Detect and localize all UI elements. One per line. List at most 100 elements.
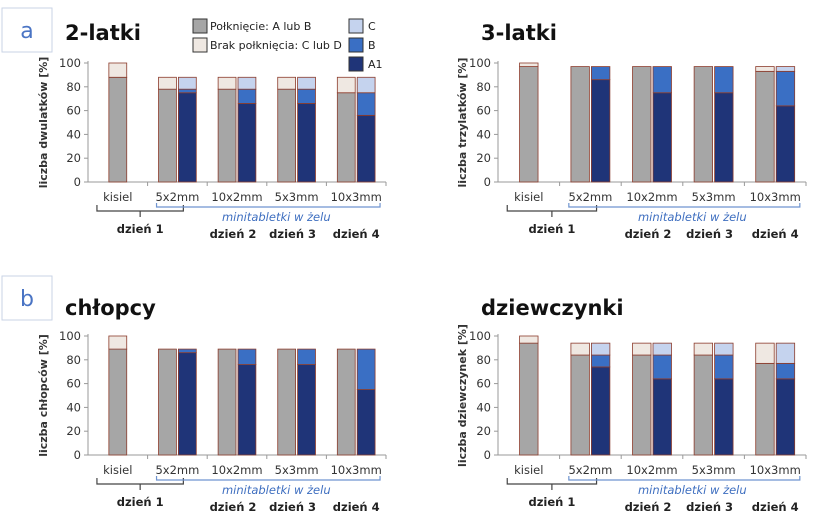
label-day-2: dzień 2: [625, 500, 672, 514]
bar-b: [714, 66, 734, 94]
x-tick-label: kisiel: [514, 463, 543, 477]
x-tick-label: 10x2mm: [211, 190, 262, 204]
bar-a1: [297, 364, 316, 456]
label-day-2: dzień 2: [625, 227, 672, 241]
bracket-day-1: [96, 478, 184, 485]
bracket-day-1: [506, 205, 598, 212]
bar-b: [652, 354, 672, 380]
y-tick-label: 60: [476, 377, 491, 391]
bar-swallowed: [277, 88, 297, 183]
y-axis-label: liczba dziewczynek [%]: [456, 324, 469, 467]
bar-c: [714, 342, 734, 356]
bracket-minitablets: [155, 203, 381, 208]
label-minitablets: minitabletki w żelu: [638, 483, 747, 497]
y-tick-label: 60: [476, 104, 491, 118]
bar-b: [297, 348, 316, 365]
legend-swatch-b: [348, 37, 364, 53]
bracket-minitablets: [568, 476, 801, 481]
bar-b: [775, 362, 796, 380]
legend-label-c: C: [368, 20, 376, 33]
bar-swallowed: [693, 354, 713, 456]
label-day-4: dzień 4: [333, 227, 380, 241]
x-tick-label: 5x3mm: [692, 463, 736, 477]
x-tick-label: 10x3mm: [331, 190, 382, 204]
panel-a-box: a: [1, 7, 53, 53]
bar-not-swallowed: [519, 62, 539, 67]
bar-not-swallowed: [158, 76, 177, 90]
bar-not-swallowed: [217, 76, 237, 90]
bar-not-swallowed: [693, 342, 713, 356]
y-tick-label: 100: [59, 56, 81, 70]
bar-c: [652, 342, 672, 356]
bar-not-swallowed: [519, 335, 539, 344]
x-tick-label: 10x3mm: [750, 190, 801, 204]
legend: Połknięcie: A lub B Brak połknięcia: C l…: [192, 18, 383, 72]
y-tick-label: 0: [74, 175, 81, 189]
bar-not-swallowed: [570, 342, 590, 356]
y-tick-label: 60: [66, 377, 81, 391]
chart-title: dziewczynki: [481, 296, 624, 320]
bar-swallowed: [108, 348, 128, 456]
bar-b: [714, 354, 734, 380]
bar-a1: [237, 103, 257, 183]
bar-c: [177, 76, 197, 90]
bar-b: [591, 354, 611, 368]
bar-b: [177, 348, 197, 354]
bar-swallowed: [632, 66, 652, 183]
bar-swallowed: [336, 92, 356, 183]
bar-b: [177, 88, 197, 94]
bar-swallowed: [519, 66, 539, 183]
bar-swallowed: [755, 362, 775, 456]
panel-letter-b: b: [20, 287, 34, 312]
panel-letter-a: a: [20, 19, 33, 44]
bar-swallowed: [693, 66, 713, 183]
label-day-3: dzień 3: [269, 227, 316, 241]
bar-b: [356, 92, 376, 116]
bracket-day-1: [96, 205, 184, 212]
bar-a1: [775, 105, 796, 183]
y-axis-label: liczba chłopców [%]: [37, 334, 50, 457]
x-tick-label: 10x2mm: [626, 463, 677, 477]
chart-2: 3-latki liczba trzylatków [%] 0 20 40 60 80 100…: [456, 21, 807, 241]
label-day-1: dzień 1: [528, 495, 575, 509]
bar-b: [591, 66, 611, 81]
bar-a1: [177, 92, 197, 183]
bar-not-swallowed: [108, 62, 128, 78]
bar-swallowed: [570, 66, 590, 183]
legend-swatch-swallowed: [192, 18, 208, 34]
y-tick-label: 40: [66, 400, 81, 414]
bar-a1: [652, 92, 672, 183]
y-tick-label: 40: [476, 400, 491, 414]
y-tick-label: 0: [484, 448, 491, 462]
bar-b: [652, 66, 672, 94]
x-tick-label: 5x3mm: [692, 190, 736, 204]
bar-a1: [652, 378, 672, 456]
bar-not-swallowed: [755, 66, 775, 72]
bar-a1: [356, 389, 376, 456]
y-tick-label: 100: [469, 56, 491, 70]
bar-not-swallowed: [336, 76, 356, 94]
y-tick-label: 20: [66, 151, 81, 165]
y-tick-label: 80: [476, 80, 491, 94]
bar-a1: [297, 103, 316, 183]
legend-label-a1: A1: [368, 58, 383, 71]
bar-b: [237, 88, 257, 104]
chart-title: 3-latki: [481, 21, 557, 45]
bar-b: [356, 348, 376, 390]
legend-label-not-swallowed: Brak połknięcia: C lub D: [210, 39, 342, 52]
bar-a1: [714, 378, 734, 456]
chart-4: dziewczynki liczba dziewczynek [%] 0 20 40 60…: [456, 296, 807, 514]
bar-swallowed: [336, 348, 356, 456]
legend-label-b: B: [368, 39, 376, 52]
bar-swallowed: [277, 348, 297, 456]
y-axis-label: liczba dwulatków [%]: [37, 57, 50, 189]
x-tick-label: kisiel: [103, 463, 132, 477]
bar-swallowed: [217, 348, 237, 456]
bar-not-swallowed: [108, 335, 128, 350]
x-tick-label: 10x3mm: [750, 463, 801, 477]
bar-c: [237, 76, 257, 90]
legend-swatch-not-swallowed: [192, 37, 208, 53]
bar-not-swallowed: [632, 342, 652, 356]
x-tick-label: 10x3mm: [331, 463, 382, 477]
y-tick-label: 20: [476, 151, 491, 165]
